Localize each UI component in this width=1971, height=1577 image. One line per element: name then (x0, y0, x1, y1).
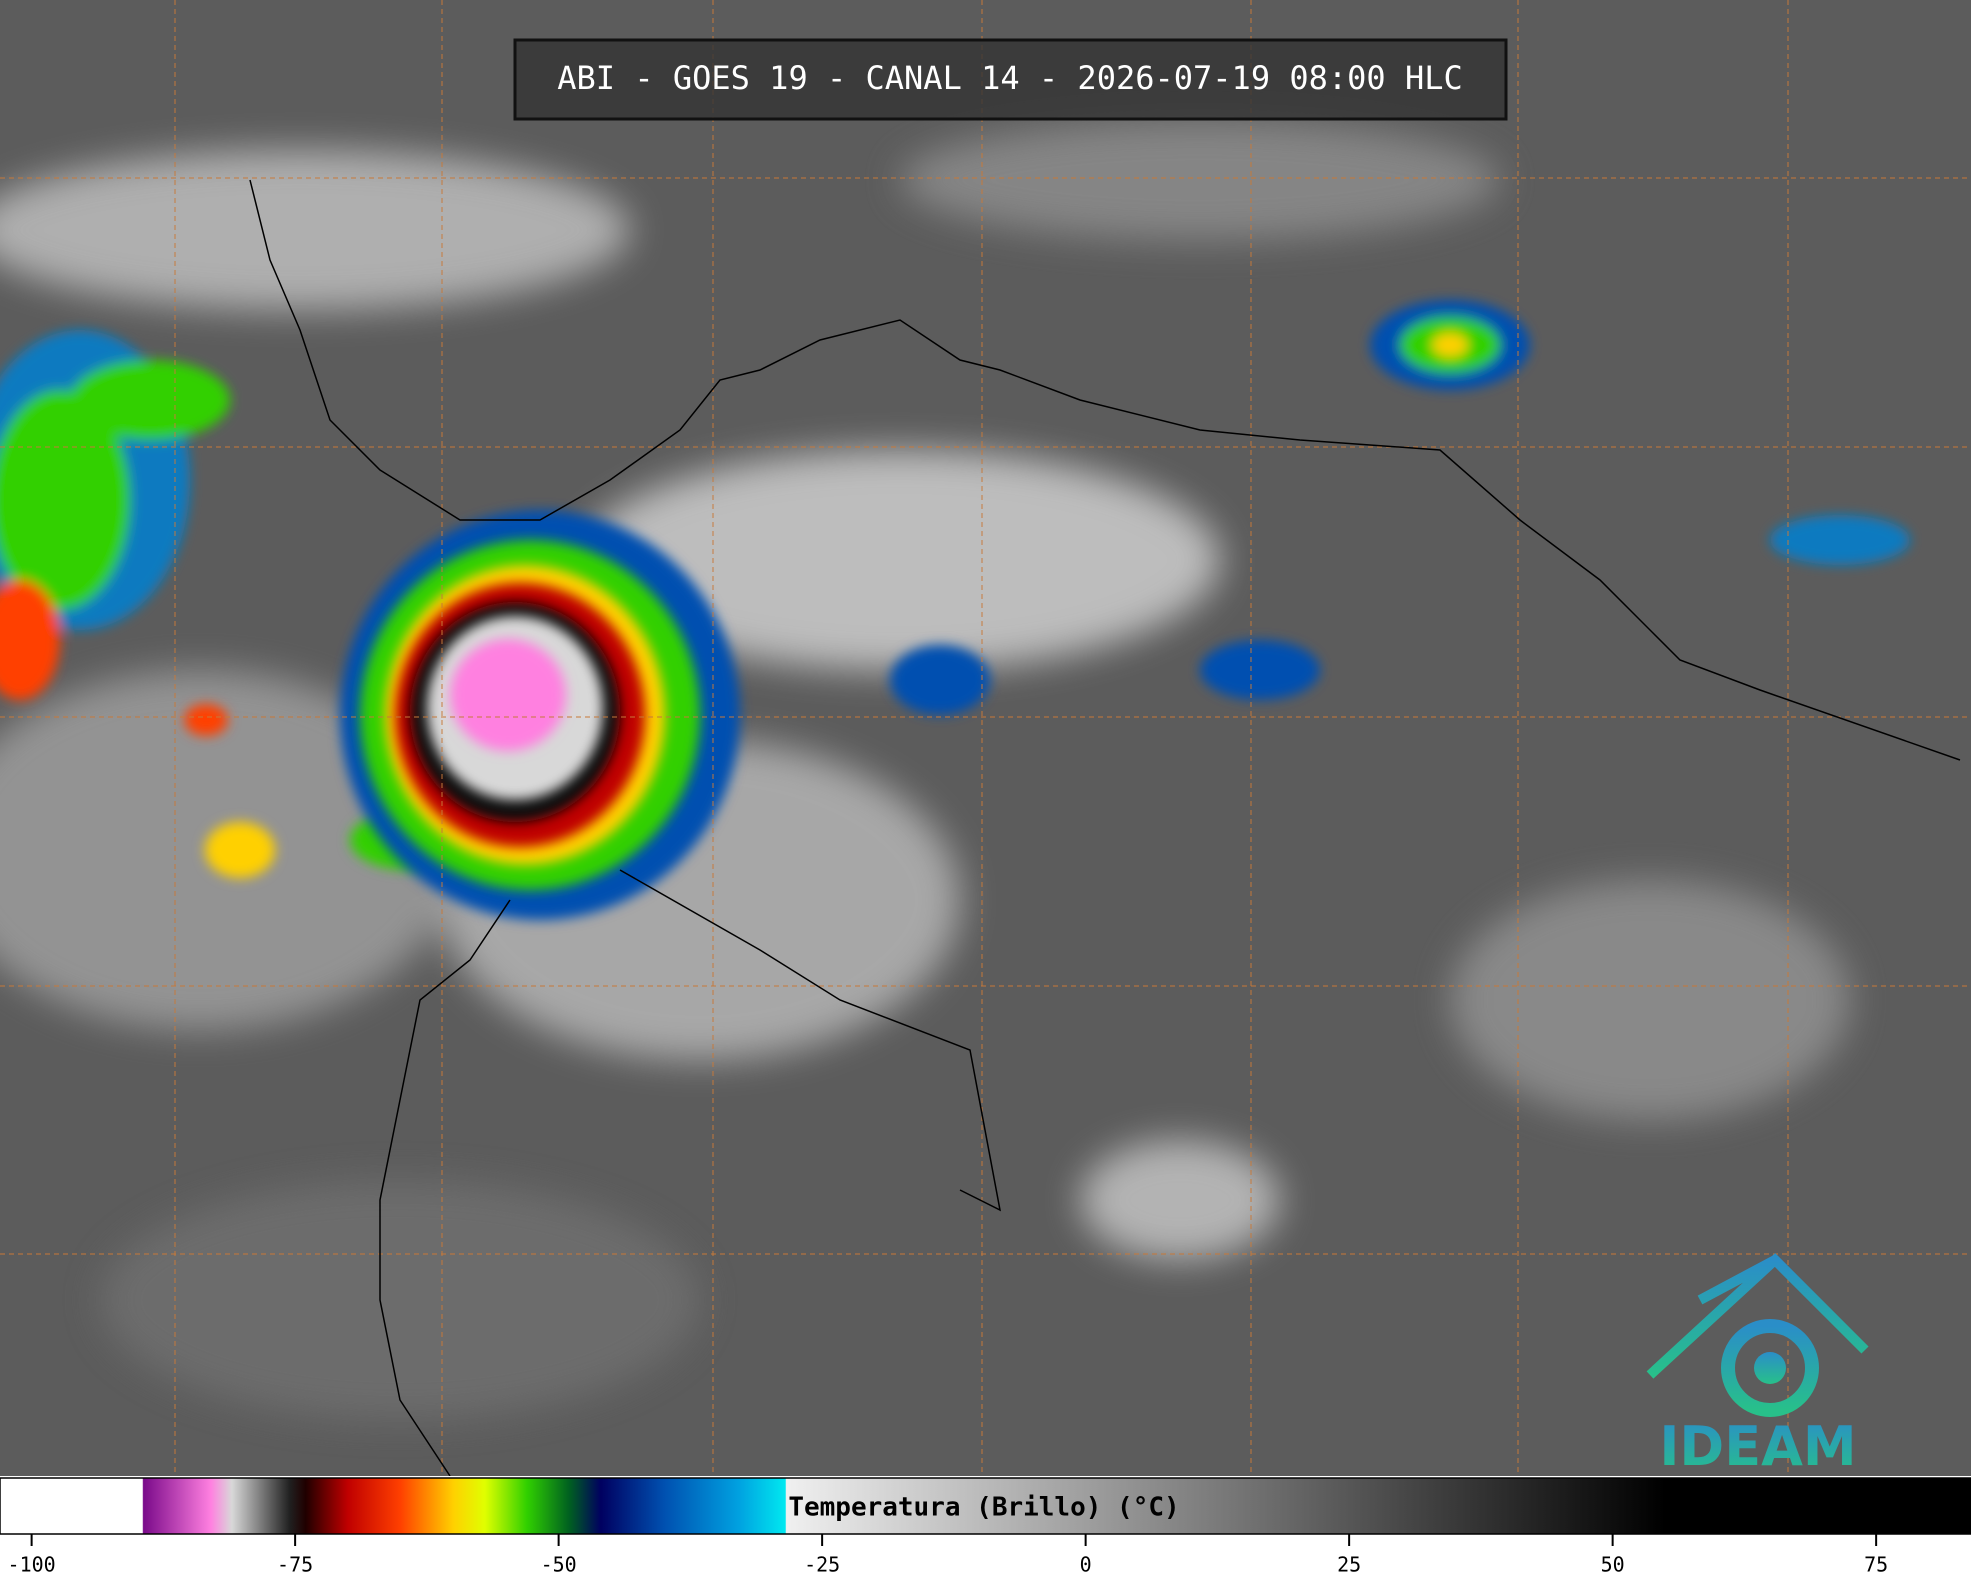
title: ABI - GOES 19 - CANAL 14 - 2026-07-19 08… (557, 59, 1462, 97)
storm (340, 510, 740, 920)
colorbar-scale (0, 1477, 1971, 1535)
colorbar-tick-label: -25 (804, 1553, 840, 1577)
colorbar-tick-label: 50 (1601, 1553, 1625, 1577)
imagery (0, 0, 1971, 1477)
colorbar-label: Temperatura (Brillo) (°C) (788, 1493, 1179, 1523)
colorbar-tick-label: -50 (541, 1553, 577, 1577)
colorbar-tick-label: -100 (8, 1553, 56, 1577)
grid (0, 0, 1971, 1476)
logo: IDEAM (1646, 1253, 1869, 1478)
colorbar-tick-label: 75 (1864, 1553, 1888, 1577)
coastline (249, 179, 1961, 1477)
colorbar-tick-label: 25 (1337, 1553, 1361, 1577)
logo-text: IDEAM (1659, 1415, 1856, 1478)
colorbar-tick-label: -75 (277, 1553, 313, 1577)
colorbar: Temperatura (Brillo) (°C) -100 -75 -50 -25 0 2… (0, 1476, 1971, 1577)
colorbar-tick-label: 0 (1080, 1553, 1092, 1577)
title-box: ABI - GOES 19 - CANAL 14 - 2026-07-19 08… (513, 38, 1508, 121)
